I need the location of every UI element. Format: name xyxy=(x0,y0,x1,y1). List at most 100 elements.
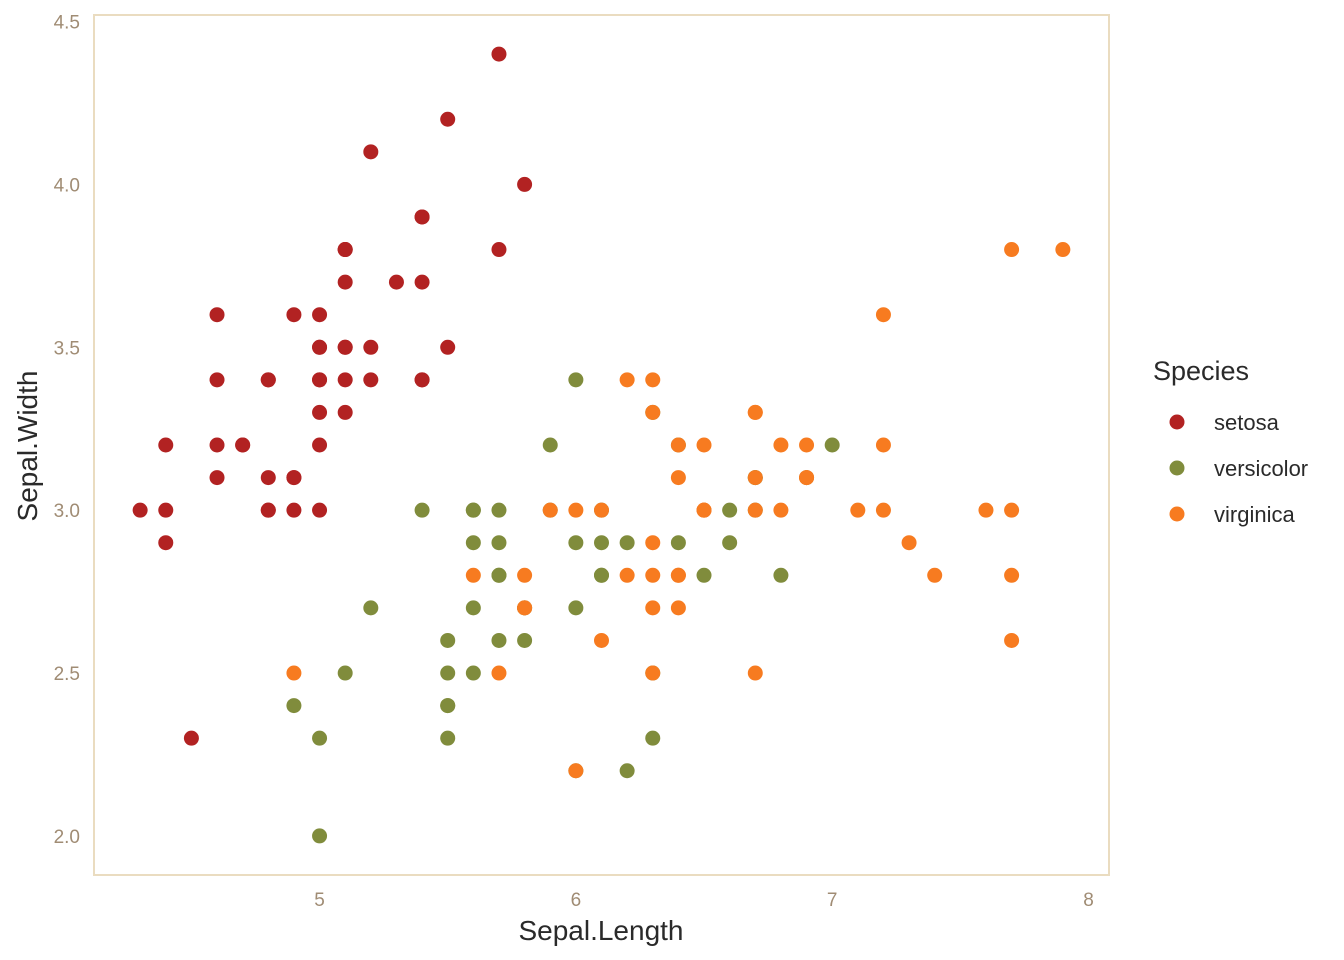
point-versicolor xyxy=(568,600,584,616)
point-virginica xyxy=(491,665,507,681)
point-versicolor xyxy=(491,535,507,551)
point-setosa xyxy=(312,437,328,453)
point-versicolor xyxy=(465,600,481,616)
point-setosa xyxy=(260,470,276,486)
point-virginica xyxy=(645,600,661,616)
point-setosa xyxy=(235,437,251,453)
point-virginica xyxy=(927,567,943,583)
point-setosa xyxy=(183,730,199,746)
x-tick-label: 6 xyxy=(571,890,582,911)
point-versicolor xyxy=(337,665,353,681)
point-versicolor xyxy=(491,567,507,583)
point-setosa xyxy=(312,339,328,355)
point-setosa xyxy=(209,307,225,323)
y-tick-label: 2.0 xyxy=(54,827,80,848)
point-setosa xyxy=(337,339,353,355)
point-setosa xyxy=(414,372,430,388)
point-virginica xyxy=(747,502,763,518)
point-virginica xyxy=(875,437,891,453)
point-virginica xyxy=(747,404,763,420)
point-virginica xyxy=(670,470,686,486)
point-versicolor xyxy=(619,763,635,779)
point-setosa xyxy=(209,470,225,486)
legend-label-virginica: virginica xyxy=(1214,502,1295,527)
point-setosa xyxy=(388,274,404,290)
point-versicolor xyxy=(465,535,481,551)
point-setosa xyxy=(286,307,302,323)
y-tick-label: 3.5 xyxy=(54,338,80,359)
point-setosa xyxy=(312,502,328,518)
point-versicolor xyxy=(440,632,456,648)
point-virginica xyxy=(645,535,661,551)
point-virginica xyxy=(696,502,712,518)
point-virginica xyxy=(799,470,815,486)
legend: Species setosa versicolor virginica xyxy=(1153,356,1308,527)
point-virginica xyxy=(978,502,994,518)
point-virginica xyxy=(1004,632,1020,648)
point-setosa xyxy=(312,404,328,420)
point-virginica xyxy=(594,632,609,648)
x-tick-label: 5 xyxy=(314,890,325,911)
point-versicolor xyxy=(619,535,635,551)
point-setosa xyxy=(312,372,328,388)
point-virginica xyxy=(1004,567,1020,583)
legend-items: setosa versicolor virginica xyxy=(1169,410,1308,527)
point-setosa xyxy=(132,502,148,518)
y-tick-label: 3.0 xyxy=(54,501,80,522)
point-versicolor xyxy=(722,502,738,518)
point-virginica xyxy=(645,404,661,420)
point-setosa xyxy=(337,274,353,290)
legend-key-setosa xyxy=(1169,414,1185,430)
point-setosa xyxy=(517,176,533,192)
point-virginica xyxy=(517,600,533,616)
point-versicolor xyxy=(773,567,789,583)
point-virginica xyxy=(850,502,866,518)
point-versicolor xyxy=(363,600,379,616)
legend-key-versicolor xyxy=(1169,460,1185,476)
point-versicolor xyxy=(312,730,328,746)
point-setosa xyxy=(158,437,174,453)
point-setosa xyxy=(440,339,456,355)
point-setosa xyxy=(491,46,507,62)
point-setosa xyxy=(337,404,353,420)
point-virginica xyxy=(747,665,763,681)
x-tick-label: 8 xyxy=(1083,890,1094,911)
point-virginica xyxy=(594,502,609,518)
point-setosa xyxy=(209,372,225,388)
legend-key-virginica xyxy=(1169,506,1185,522)
point-virginica xyxy=(619,567,635,583)
point-versicolor xyxy=(465,665,481,681)
point-virginica xyxy=(875,307,891,323)
plot-panel-border xyxy=(93,14,1110,876)
y-tick-label: 4.0 xyxy=(54,175,80,196)
point-virginica xyxy=(747,470,763,486)
y-tick-label: 2.5 xyxy=(54,664,80,685)
point-setosa xyxy=(260,502,276,518)
x-axis-title: Sepal.Length xyxy=(518,915,683,946)
point-versicolor xyxy=(465,502,481,518)
point-versicolor xyxy=(440,698,456,714)
point-virginica xyxy=(568,502,584,518)
point-versicolor xyxy=(670,535,686,551)
point-versicolor xyxy=(440,730,456,746)
data-points xyxy=(132,46,1071,844)
point-virginica xyxy=(875,502,891,518)
x-tick-label: 7 xyxy=(827,890,838,911)
point-virginica xyxy=(645,372,661,388)
point-versicolor xyxy=(440,665,456,681)
point-versicolor xyxy=(594,567,609,583)
legend-label-setosa: setosa xyxy=(1214,410,1280,435)
point-versicolor xyxy=(722,535,738,551)
point-virginica xyxy=(670,567,686,583)
point-versicolor xyxy=(568,535,584,551)
point-setosa xyxy=(414,209,430,225)
y-axis-ticks: 2.0 2.5 3.0 3.5 4.0 4.5 xyxy=(54,13,80,848)
point-versicolor xyxy=(696,567,712,583)
point-virginica xyxy=(670,437,686,453)
point-virginica xyxy=(773,437,789,453)
y-axis-title: Sepal.Width xyxy=(12,371,43,522)
point-versicolor xyxy=(824,437,840,453)
point-virginica xyxy=(465,567,481,583)
point-virginica xyxy=(799,437,815,453)
